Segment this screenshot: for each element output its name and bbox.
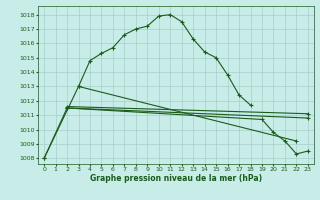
X-axis label: Graphe pression niveau de la mer (hPa): Graphe pression niveau de la mer (hPa) [90,174,262,183]
